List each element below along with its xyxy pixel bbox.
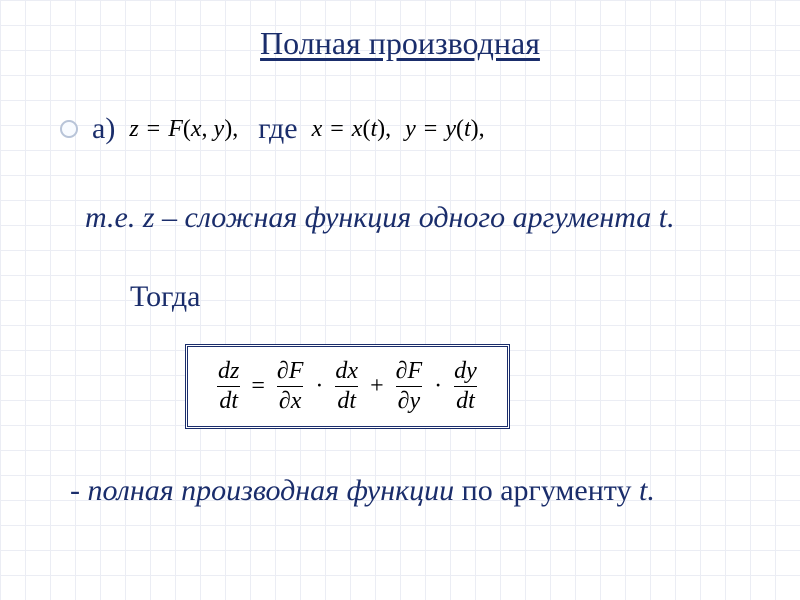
math-text: = [139, 116, 169, 142]
math-text: x [312, 116, 323, 142]
math-text: x [191, 116, 202, 142]
dot-operator: · [313, 373, 325, 400]
formula-box: dz dt = ∂F ∂x · dx dt + ∂F ∂y · dy dt [185, 344, 510, 429]
math-text: = [416, 116, 446, 142]
slide-content: Полная производная а) z = F(x, y), где x… [0, 0, 800, 600]
line-then: Тогда [130, 280, 800, 314]
equals-sign: = [249, 373, 267, 400]
line-conclusion: - полная производная функции по аргумент… [70, 474, 800, 508]
plus-operator: + [368, 373, 386, 400]
math-text: y [214, 116, 225, 142]
line-case-a: а) z = F(x, y), где x = x(t), y = y(t), [60, 112, 800, 146]
frac-dz-dt: dz dt [216, 359, 241, 414]
frac-num: dx [333, 359, 360, 386]
math-text: y [405, 116, 416, 142]
frac-dFdy: ∂F ∂y [394, 359, 425, 414]
frac-den: ∂y [396, 386, 423, 414]
math-text: ) [471, 116, 479, 142]
math-text: , [385, 116, 391, 142]
frac-dxdt: dx dt [333, 359, 360, 414]
math-text: = [322, 116, 352, 142]
frac-den: ∂x [277, 386, 304, 414]
bullet-icon [60, 120, 78, 138]
line-explanation: т.е. z – сложная функция одного аргумент… [85, 201, 800, 235]
total-derivative-formula: dz dt = ∂F ∂x · dx dt + ∂F ∂y · dy dt [216, 359, 479, 414]
page-title: Полная производная [0, 25, 800, 62]
equation-z: z = F(x, y), [129, 116, 238, 143]
conclusion-prefix: - [70, 474, 88, 507]
conclusion-term: полная производная функции [88, 474, 455, 507]
math-text: , [202, 116, 214, 142]
math-text: y [445, 116, 456, 142]
equation-y: y = y(t), [405, 116, 485, 143]
math-text: t [464, 116, 471, 142]
connector-where: где [258, 112, 297, 146]
math-text: , [232, 116, 238, 142]
conclusion-suffix: по аргументу [454, 474, 639, 507]
math-text: z [129, 116, 138, 142]
math-text: F [168, 116, 183, 142]
frac-num: ∂F [275, 359, 306, 386]
frac-dFdx: ∂F ∂x [275, 359, 306, 414]
math-text: x [352, 116, 363, 142]
dot-operator: · [432, 373, 444, 400]
math-text: ) [377, 116, 385, 142]
conclusion-arg: t. [639, 474, 655, 507]
frac-num: dy [452, 359, 479, 386]
frac-den: dt [335, 386, 358, 414]
frac-dydt: dy dt [452, 359, 479, 414]
case-label: а) [92, 112, 115, 146]
math-text: ( [456, 116, 464, 142]
frac-den: dt [454, 386, 477, 414]
math-text: ( [183, 116, 191, 142]
equation-x: x = x(t), [312, 116, 392, 143]
math-text: , [479, 116, 485, 142]
frac-den: dt [217, 386, 240, 414]
frac-num: dz [216, 359, 241, 386]
math-text: ) [224, 116, 232, 142]
frac-num: ∂F [394, 359, 425, 386]
